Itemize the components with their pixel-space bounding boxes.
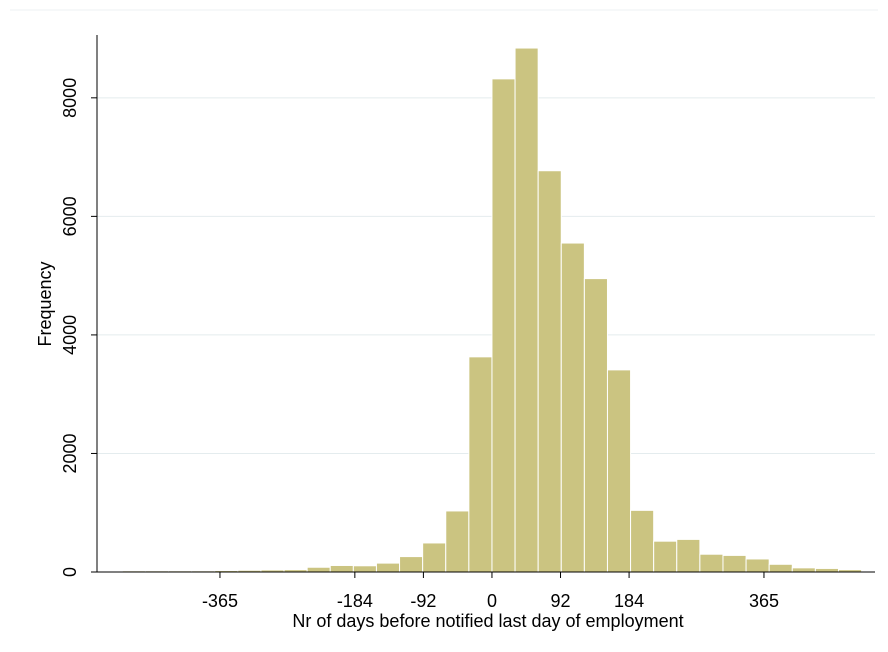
x-axis-label: Nr of days before notified last day of e… (292, 611, 683, 631)
bar (583, 278, 608, 573)
bar (791, 567, 816, 573)
bar (422, 542, 447, 573)
bar (468, 356, 493, 573)
bar (514, 47, 539, 573)
x-tick-label: 184 (614, 591, 644, 611)
bar (653, 540, 678, 573)
x-tick-label: 92 (551, 591, 571, 611)
bar (745, 558, 770, 573)
bar (560, 242, 585, 573)
y-tick-label: 6000 (60, 196, 80, 236)
y-tick-label: 2000 (60, 433, 80, 473)
x-tick-label: -184 (337, 591, 373, 611)
bar (768, 563, 793, 573)
bar (329, 564, 354, 573)
x-tick-label: 0 (487, 591, 497, 611)
bar (399, 556, 424, 573)
y-axis-label: Frequency (35, 261, 55, 346)
bar (630, 509, 655, 573)
x-tick-label: -365 (202, 591, 238, 611)
bar (722, 554, 747, 573)
y-tick-label: 8000 (60, 78, 80, 118)
y-tick-label: 4000 (60, 315, 80, 355)
bar (676, 538, 701, 573)
bar (445, 510, 470, 573)
bar (606, 369, 632, 573)
bar (491, 78, 516, 573)
bar (306, 566, 331, 573)
bar (537, 170, 562, 573)
bar (352, 565, 377, 573)
x-tick-label: -92 (410, 591, 436, 611)
bar (814, 567, 839, 573)
y-tick-label: 0 (60, 567, 80, 577)
bar (699, 553, 724, 573)
bar (375, 562, 401, 573)
x-tick-label: 365 (749, 591, 779, 611)
